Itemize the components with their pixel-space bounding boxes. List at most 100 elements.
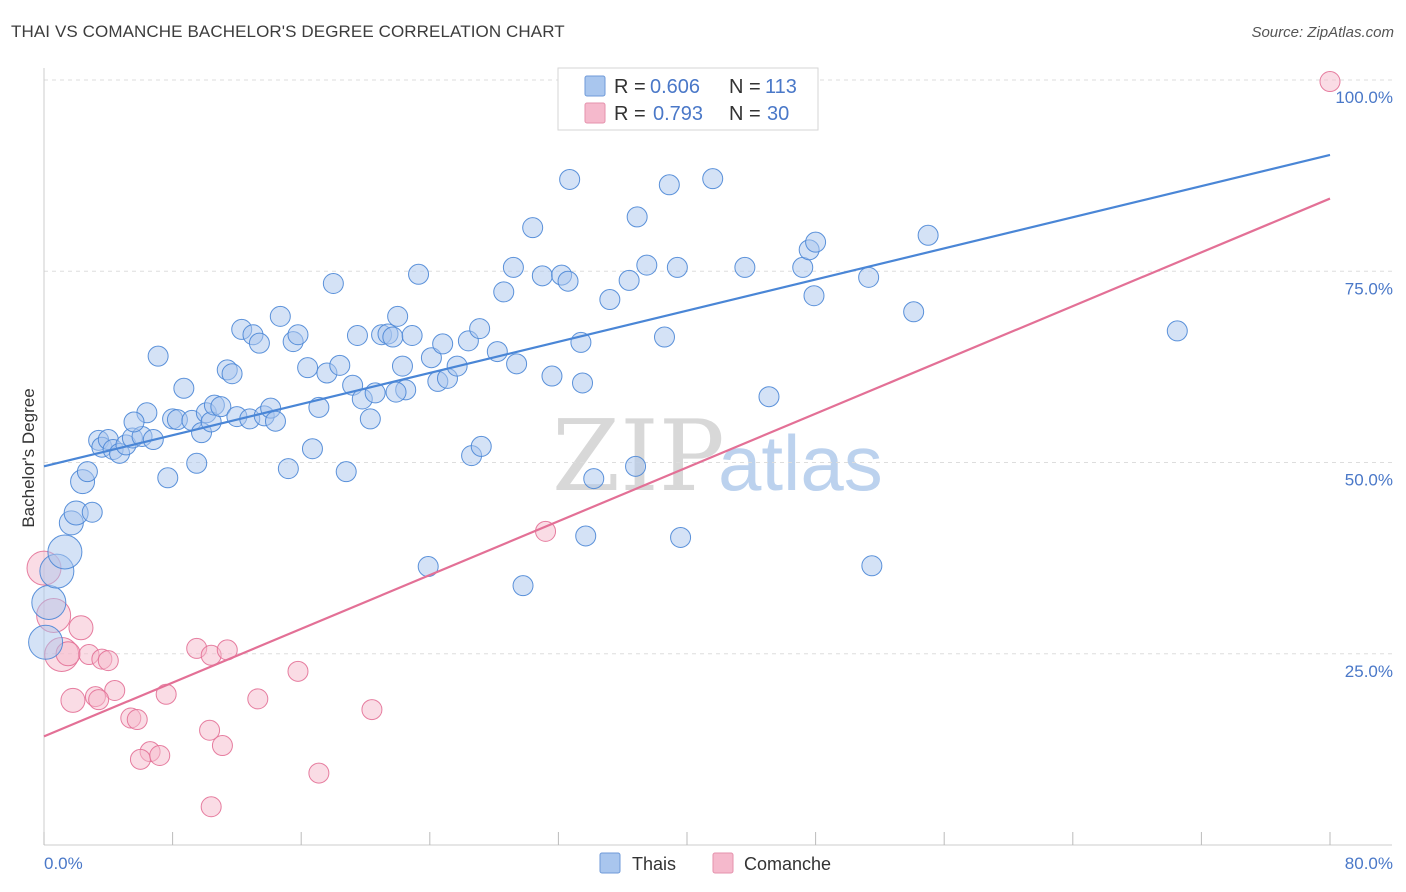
thai-point-92 <box>625 455 647 477</box>
thai-trend-line <box>43 153 1331 468</box>
thai-point-87 <box>572 372 594 394</box>
comanche-trend-line <box>43 197 1331 738</box>
legend-swatch-comanche <box>584 102 606 124</box>
legend-swatch-thai <box>584 75 606 97</box>
comanche-point-24 <box>211 735 233 757</box>
thai-point-102 <box>792 256 814 278</box>
thai-point-106 <box>858 266 880 288</box>
correlation-legend: R = 0.606 N = 113 R = 0.793 N = 30 <box>557 67 819 131</box>
thai-point-33 <box>221 363 243 385</box>
series-legend: Thais Comanche <box>599 852 831 874</box>
bottom-legend-thai: Thais <box>632 854 676 874</box>
comanche-point-25 <box>308 762 330 784</box>
comanche-point-16 <box>149 744 171 766</box>
thai-point-74 <box>469 318 491 340</box>
thai-point-77 <box>502 256 524 278</box>
comanche-point-27 <box>200 796 222 818</box>
thai-point-111 <box>385 381 407 403</box>
gridlines <box>44 79 1392 655</box>
thai-point-48 <box>308 396 330 418</box>
thai-point-100 <box>734 256 756 278</box>
thai-point-104 <box>803 285 825 307</box>
thai-point-45 <box>287 324 309 346</box>
thai-point-46 <box>297 357 319 379</box>
comanche-point-29 <box>1319 71 1341 93</box>
comanche-point-21 <box>247 688 269 710</box>
thai-point-85 <box>559 168 581 190</box>
y-tick-label-0: 25.0% <box>1345 662 1393 681</box>
source-credit: Source: ZipAtlas.com <box>1251 24 1394 41</box>
thai-point-8 <box>81 501 103 523</box>
thai-point-24 <box>173 377 195 399</box>
watermark: ZIP atlas <box>552 400 883 514</box>
thai-point-97 <box>666 256 688 278</box>
thai-point-65 <box>408 263 430 285</box>
thai-point-66 <box>420 347 442 369</box>
thai-point-110 <box>1166 320 1188 342</box>
legend-thai-r-value: 0.606 <box>650 76 700 98</box>
thai-point-95 <box>653 326 675 348</box>
thai-point-96 <box>658 174 680 196</box>
thai-point-21 <box>157 467 179 489</box>
thai-point-89 <box>583 468 605 490</box>
thai-point-54 <box>346 325 368 347</box>
legend-thai-n-value: 113 <box>765 76 797 98</box>
thai-point-43 <box>277 458 299 480</box>
comanche-point-2 <box>68 615 94 641</box>
thai-point-7 <box>76 461 98 483</box>
y-tick-label-1: 50.0% <box>1345 471 1393 490</box>
thai-point-101 <box>758 386 780 408</box>
thai-point-82 <box>541 365 563 387</box>
thai-point-88 <box>575 525 597 547</box>
thai-point-94 <box>636 254 658 276</box>
thai-point-64 <box>401 325 423 347</box>
comanche-point-26 <box>361 699 383 721</box>
thai-point-50 <box>322 272 344 294</box>
thai-point-108 <box>903 301 925 323</box>
thai-point-38 <box>248 332 270 354</box>
legend-comanche-n-value: 30 <box>767 103 789 125</box>
legend-thai-r-label: R = <box>614 76 646 98</box>
thai-point-105 <box>805 231 827 253</box>
thai-point-18 <box>123 411 145 433</box>
thai-point-61 <box>387 305 409 327</box>
legend-comanche-n-label: N = <box>729 103 761 125</box>
thai-point-62 <box>391 355 413 377</box>
thai-point-98 <box>670 526 692 548</box>
y-tick-labels: 25.0% 50.0% 75.0% 100.0% <box>1335 88 1393 681</box>
thai-point-3 <box>47 534 83 570</box>
legend-thai-n-label: N = <box>729 76 761 98</box>
thai-point-20 <box>147 345 169 367</box>
thai-point-75 <box>486 341 508 363</box>
thai-point-68 <box>432 333 454 355</box>
bottom-legend-comanche: Comanche <box>744 854 831 874</box>
thai-point-51 <box>329 354 351 376</box>
thai-point-79 <box>512 575 534 597</box>
thai-point-93 <box>626 206 648 228</box>
thai-point-52 <box>335 461 357 483</box>
thai-point-42 <box>269 305 291 327</box>
thai-point-41 <box>264 410 286 432</box>
comanche-point-7 <box>97 650 119 672</box>
y-axis-label: Bachelor's Degree <box>19 388 38 527</box>
thai-point-90 <box>599 289 621 311</box>
comanche-point-13 <box>126 709 148 731</box>
thai-point-0 <box>28 624 64 660</box>
thai-point-60 <box>382 326 404 348</box>
bottom-legend-swatch-comanche <box>712 852 734 874</box>
comanche-point-8 <box>104 679 126 701</box>
legend-comanche-r-label: R = <box>614 103 646 125</box>
thai-point-56 <box>359 408 381 430</box>
thai-series <box>28 168 1188 660</box>
bottom-legend-swatch-thai <box>599 852 621 874</box>
y-tick-label-2: 75.0% <box>1345 279 1393 298</box>
x-tick-label-min: 0.0% <box>44 854 83 873</box>
comanche-point-22 <box>287 660 309 682</box>
chart-title: THAI VS COMANCHE BACHELOR'S DEGREE CORRE… <box>11 22 565 41</box>
comanche-point-9 <box>60 687 86 713</box>
thai-point-47 <box>301 438 323 460</box>
thai-point-80 <box>522 217 544 239</box>
comanche-point-15 <box>129 748 151 770</box>
trend-lines <box>43 153 1331 738</box>
